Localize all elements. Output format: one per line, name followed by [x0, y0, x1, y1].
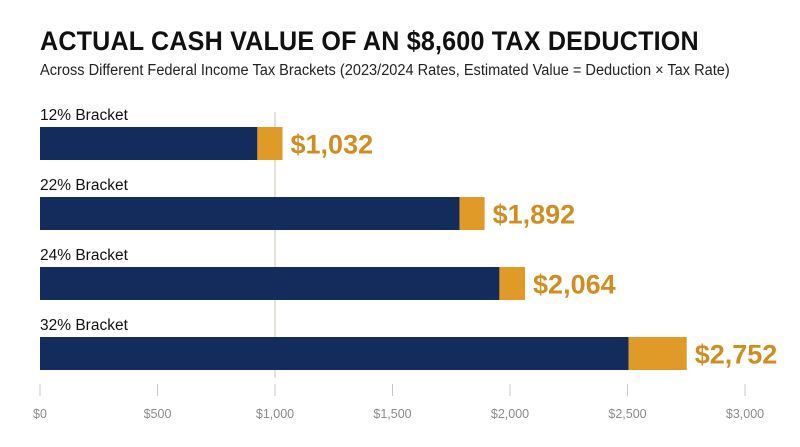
x-tick-label: $500	[144, 407, 172, 421]
category-label: 32% Bracket	[40, 317, 129, 334]
bar-base-segment	[40, 267, 500, 300]
data-label: $1,032	[291, 130, 374, 160]
bar-base-segment	[40, 337, 629, 370]
bar-highlight-segment	[459, 197, 485, 230]
category-label: 12% Bracket	[40, 107, 129, 124]
chart-title: ACTUAL CASH VALUE OF AN $8,600 TAX DEDUC…	[40, 26, 699, 56]
chart-subtitle: Across Different Federal Income Tax Brac…	[40, 62, 730, 79]
x-tick-label: $3,000	[726, 407, 764, 421]
bar-base-segment	[40, 197, 460, 230]
category-label: 24% Bracket	[40, 247, 129, 264]
data-label: $2,752	[695, 340, 778, 370]
bar-highlight-segment	[257, 127, 283, 160]
bar-highlight-segment	[628, 337, 687, 370]
bar-highlight-segment	[499, 267, 526, 300]
x-tick-label: $2,500	[608, 407, 646, 421]
data-label: $1,892	[493, 200, 576, 230]
x-tick-label: $1,000	[256, 407, 294, 421]
bar-base-segment	[40, 127, 258, 160]
category-label: 22% Bracket	[40, 177, 129, 194]
x-tick-label: $2,000	[491, 407, 529, 421]
x-tick-label: $1,500	[373, 407, 411, 421]
data-label: $2,064	[533, 270, 616, 300]
x-tick-label: $0	[33, 407, 47, 421]
